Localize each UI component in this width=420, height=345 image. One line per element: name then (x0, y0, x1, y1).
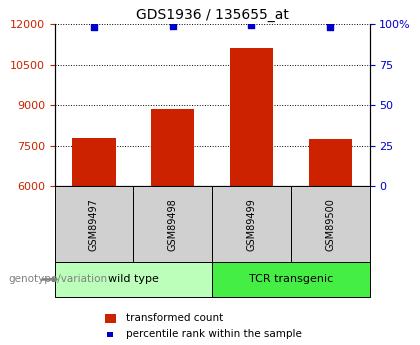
Bar (230, 48, 273, 186)
Text: TCR transgenic: TCR transgenic (249, 275, 333, 284)
Bar (309, 139, 352, 186)
Bar (151, 109, 194, 186)
Text: GSM89500: GSM89500 (325, 198, 335, 251)
Point (91, 24, 97, 30)
Text: genotype/variation: genotype/variation (8, 275, 108, 284)
Text: wild type: wild type (108, 275, 159, 284)
Text: GSM89499: GSM89499 (247, 198, 257, 250)
Point (169, 23, 176, 29)
Bar (72, 138, 116, 186)
Point (248, 22, 255, 28)
Text: percentile rank within the sample: percentile rank within the sample (126, 329, 302, 339)
Title: GDS1936 / 135655_at: GDS1936 / 135655_at (136, 8, 289, 22)
Text: transformed count: transformed count (126, 314, 223, 323)
Point (327, 24, 333, 29)
Text: GSM89497: GSM89497 (89, 198, 99, 251)
Text: GSM89498: GSM89498 (168, 198, 178, 250)
